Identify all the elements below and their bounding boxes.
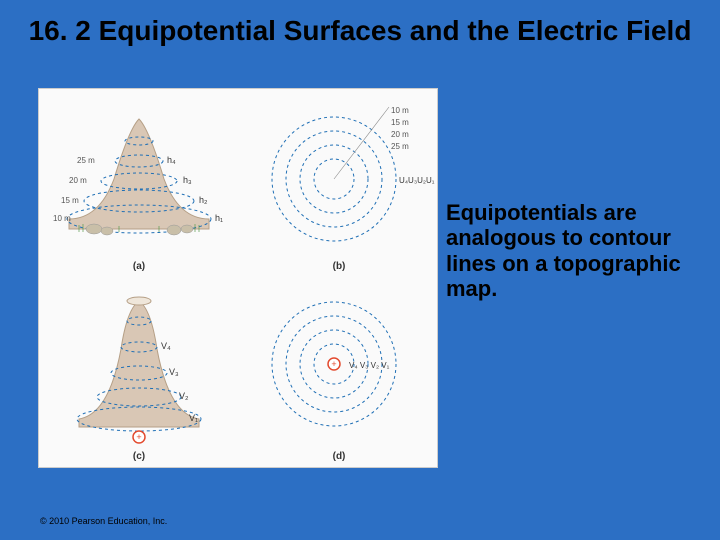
slide-title: 16. 2 Equipotential Surfaces and the Ele… [0,0,720,56]
panel-c: + V₁ V₂ V₃ V₄ (c) [39,279,239,469]
body-text: Equipotentials are analogous to contour … [446,200,706,301]
svg-text:25 m: 25 m [77,156,95,165]
copyright-text: © 2010 Pearson Education, Inc. [40,516,167,526]
panel-d: + V₄ V₃ V₂ V₁ (d) [239,279,439,469]
svg-text:10 m: 10 m [391,106,409,115]
panel-a-label: (a) [133,261,145,272]
panel-b-label: (b) [333,261,346,272]
panel-a: 10 m 15 m 20 m 25 m h₁ h₂ h₃ h₄ (a) [39,89,239,279]
svg-text:15 m: 15 m [391,118,409,127]
svg-text:V₄ V₃ V₂ V₁: V₄ V₃ V₂ V₁ [349,361,390,370]
svg-text:h₃: h₃ [183,175,192,185]
panel-c-svg: + V₁ V₂ V₃ V₄ [39,279,239,449]
svg-text:V₁: V₁ [189,413,198,423]
svg-text:V₂: V₂ [179,391,189,401]
panel-a-svg: 10 m 15 m 20 m 25 m h₁ h₂ h₃ h₄ [39,89,239,259]
svg-text:h₄: h₄ [167,155,176,165]
svg-text:20 m: 20 m [69,176,87,185]
svg-text:20 m: 20 m [391,130,409,139]
panel-d-svg: + V₄ V₃ V₂ V₁ [239,279,439,449]
panel-b: 10 m 15 m 20 m 25 m U₄U₃U₂U₁ (b) [239,89,439,279]
panel-b-svg: 10 m 15 m 20 m 25 m U₄U₃U₂U₁ [239,89,439,259]
panel-c-label: (c) [133,451,145,462]
svg-text:+: + [331,359,336,369]
svg-text:h₂: h₂ [199,195,208,205]
svg-text:V₃: V₃ [169,367,179,377]
svg-text:h₁: h₁ [215,213,223,223]
panel-d-label: (d) [333,451,346,462]
svg-text:+: + [136,432,141,442]
svg-text:25 m: 25 m [391,142,409,151]
figure-area: 10 m 15 m 20 m 25 m h₁ h₂ h₃ h₄ (a) 10 m… [38,88,438,468]
svg-text:10 m: 10 m [53,214,71,223]
svg-text:V₄: V₄ [161,341,171,351]
svg-text:15 m: 15 m [61,196,79,205]
svg-text:U₄U₃U₂U₁: U₄U₃U₂U₁ [399,176,435,185]
